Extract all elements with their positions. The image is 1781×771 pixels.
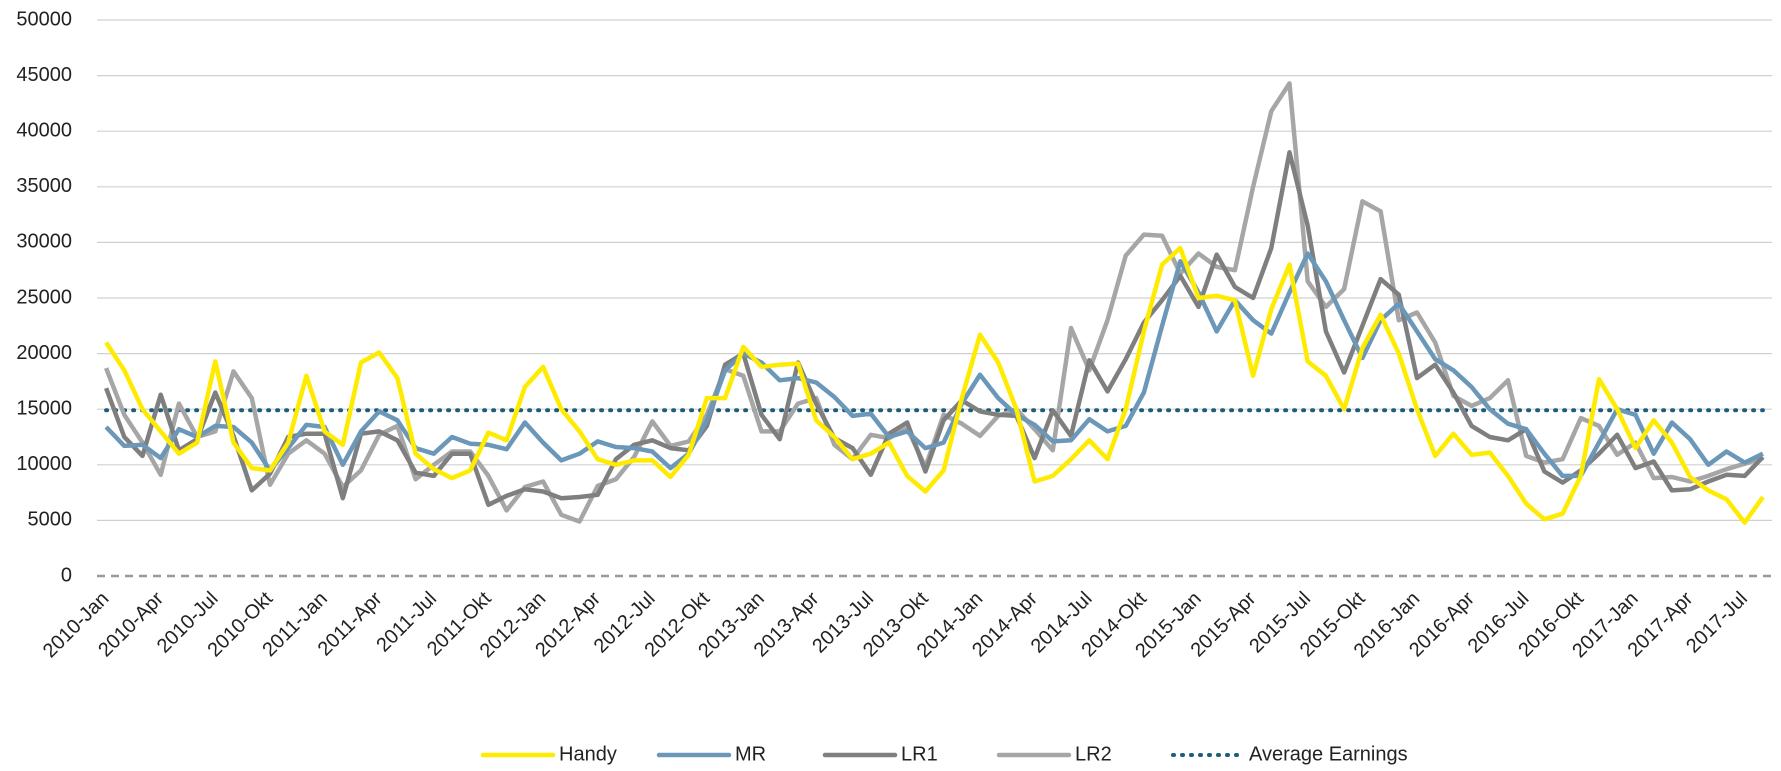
x-tick-label: 2017-Jul: [1682, 588, 1752, 658]
y-tick-label: 20000: [16, 342, 72, 364]
legend-label: LR1: [901, 743, 938, 765]
legend-label: Handy: [559, 743, 617, 765]
y-tick-label: 15000: [16, 397, 72, 419]
y-tick-label: 40000: [16, 119, 72, 141]
legend-label: MR: [735, 743, 766, 765]
y-tick-label: 10000: [16, 453, 72, 475]
series-line: [104, 251, 1764, 479]
y-tick-label: 0: [61, 564, 72, 586]
legend-label: LR2: [1075, 743, 1112, 765]
y-tick-label: 5000: [28, 509, 73, 531]
series-line: [104, 245, 1765, 525]
y-tick-label: 30000: [16, 231, 72, 253]
legend-label: Average Earnings: [1249, 743, 1408, 765]
series-line: [103, 150, 1765, 508]
y-tick-label: 25000: [16, 286, 72, 308]
y-tick-label: 50000: [16, 8, 72, 30]
y-tick-label: 45000: [16, 64, 72, 86]
y-tick-label: 35000: [16, 175, 72, 197]
